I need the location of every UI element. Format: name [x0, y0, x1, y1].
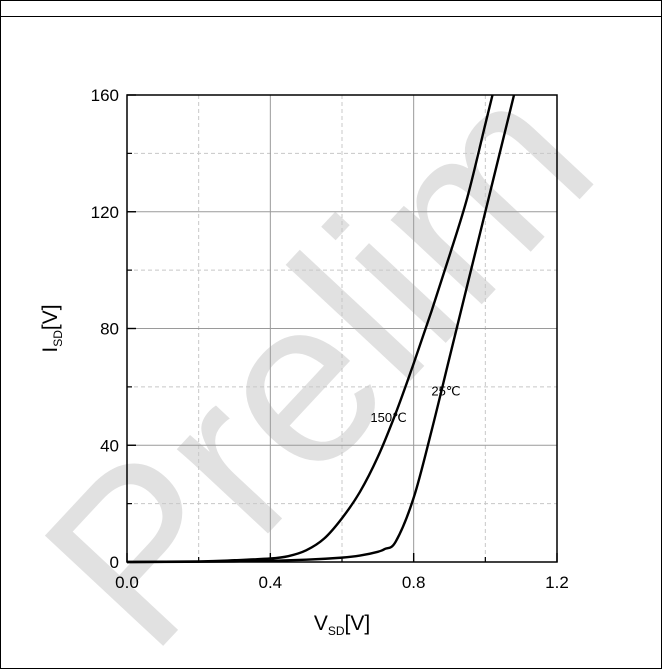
series-line-25c — [126, 94, 516, 564]
plot-area-border — [126, 94, 558, 563]
y-axis-label-sub: SD — [51, 330, 65, 347]
annotations: 150℃ 25℃ — [370, 384, 460, 425]
x-axis-label: VSD[V] — [314, 612, 370, 638]
tick-labels: 0.0 0.4 0.8 1.2 0 40 80 120 160 — [91, 86, 569, 592]
x-axis-label-main: V — [314, 612, 328, 635]
x-tick-label: 0.4 — [259, 573, 283, 592]
annotation-label-0: 150℃ — [370, 410, 406, 425]
y-axis-label: ISD[V] — [39, 304, 65, 352]
x-axis-label-unit: [V] — [345, 612, 371, 635]
y-tick-label: 120 — [91, 203, 119, 222]
y-tick-label: 80 — [100, 320, 119, 339]
x-axis-label-sub: SD — [328, 624, 345, 638]
x-tick-label: 0.8 — [402, 573, 426, 592]
y-tick-label: 160 — [91, 86, 119, 105]
y-axis-label-main: I — [39, 347, 62, 353]
x-tick-label: 1.2 — [545, 573, 569, 592]
series-line-150c — [126, 94, 494, 564]
y-tick-label: 0 — [110, 553, 119, 572]
annotation-label-1: 25℃ — [431, 384, 460, 399]
x-tick-label: 0.0 — [115, 573, 139, 592]
series-lines — [126, 94, 516, 564]
grid — [127, 95, 557, 562]
y-axis-label-unit: [V] — [39, 304, 62, 330]
y-tick-label: 40 — [100, 436, 119, 455]
